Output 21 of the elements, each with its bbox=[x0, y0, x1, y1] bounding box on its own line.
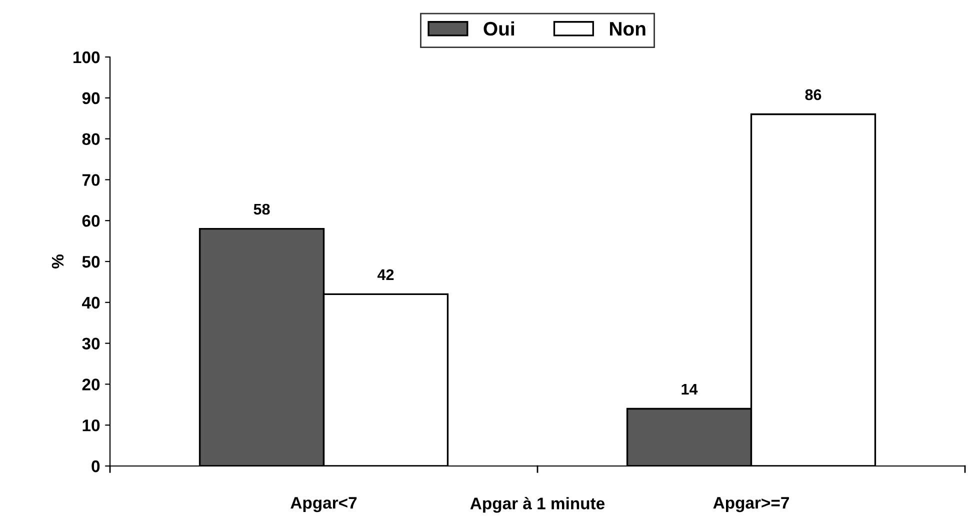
y-tick-label: 60 bbox=[82, 215, 100, 227]
y-tick-label: 90 bbox=[82, 92, 100, 104]
y-tick-label: 30 bbox=[82, 338, 100, 350]
x-axis-title: Apgar à 1 minute bbox=[470, 496, 605, 513]
x-tick-label: Apgar>=7 bbox=[713, 497, 789, 512]
y-tick-label: 80 bbox=[82, 133, 100, 146]
data-label: 42 bbox=[377, 269, 394, 280]
data-label: 14 bbox=[682, 384, 698, 394]
legend-label: Non bbox=[610, 22, 646, 36]
y-tick-label: 70 bbox=[82, 174, 100, 186]
y-tick-label: 40 bbox=[82, 296, 100, 309]
y-axis-title: % bbox=[52, 254, 64, 268]
data-label: 58 bbox=[254, 204, 270, 215]
y-tick-label: 10 bbox=[82, 420, 100, 432]
y-tick-label: 50 bbox=[82, 256, 100, 268]
legend-label: Oui bbox=[484, 21, 514, 36]
y-tick-label: 20 bbox=[82, 378, 100, 390]
x-tick-label: Apgar<7 bbox=[290, 497, 357, 512]
y-tick-label: 100 bbox=[74, 51, 100, 64]
data-label: 86 bbox=[805, 89, 822, 100]
y-tick-label: 0 bbox=[92, 460, 100, 472]
